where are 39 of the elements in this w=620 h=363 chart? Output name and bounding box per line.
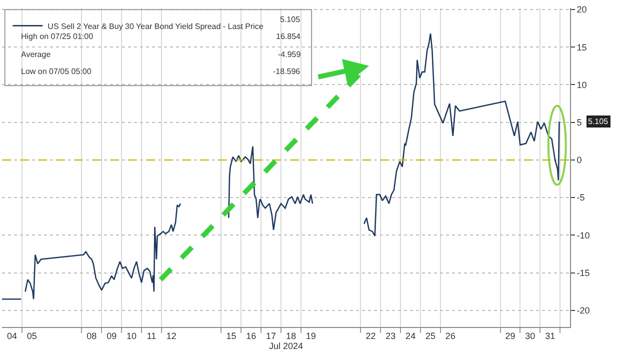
legend-label: US Sell 2 Year & Buy 30 Year Bond Yield Spread - Last Price <box>48 22 264 31</box>
annotation: Average <box>21 50 52 59</box>
annotation: High on 07/25 01:00 <box>21 32 94 41</box>
text: 5.105 <box>588 117 609 126</box>
x-tick-label: 08 <box>86 330 97 341</box>
x-tick-label: 17 <box>266 330 276 341</box>
x-axis-title: Jul 2024 <box>268 340 304 351</box>
x-tick-label: 05 <box>26 330 37 341</box>
x-tick-label: 09 <box>106 330 117 341</box>
y-tick-label: -10 <box>576 230 590 240</box>
y-tick-label: -15 <box>576 268 590 278</box>
x-tick-label: 12 <box>166 330 176 341</box>
x-tick-label: 23 <box>386 330 396 341</box>
x-tick-label: 31 <box>545 330 556 341</box>
x-tick-label: 16 <box>246 330 256 341</box>
x-tick-label: 19 <box>306 330 316 341</box>
y-tick-label: 15 <box>576 42 587 52</box>
x-tick-label: 22 <box>366 330 376 341</box>
y-tick-label: -20 <box>576 306 590 316</box>
y-tick-label: 5 <box>576 118 582 128</box>
y-tick-label: 20 <box>576 4 587 15</box>
x-tick-label: 15 <box>226 330 236 341</box>
x-tick-label: 11 <box>146 330 156 341</box>
x-tick-label: 26 <box>445 330 456 341</box>
annotation: -18.596 <box>273 67 301 76</box>
annotation: -4.959 <box>278 50 302 59</box>
x-tick-label: 29 <box>505 330 516 341</box>
x-tick-label: 04 <box>6 330 17 341</box>
x-tick-label: 10 <box>126 330 137 341</box>
annotation: Low on 07/05 05:00 <box>21 67 92 76</box>
y-tick-label: -5 <box>576 192 585 203</box>
y-tick-label: 10 <box>576 80 587 90</box>
x-tick-label: 18 <box>286 330 296 341</box>
x-tick-label: 25 <box>425 330 436 341</box>
x-tick-label: 24 <box>406 330 416 341</box>
y-tick-label: 0 <box>576 155 582 166</box>
annotation: 16.854 <box>276 32 302 41</box>
x-tick-label: 30 <box>525 330 536 341</box>
annotation: 5.105 <box>280 15 301 24</box>
